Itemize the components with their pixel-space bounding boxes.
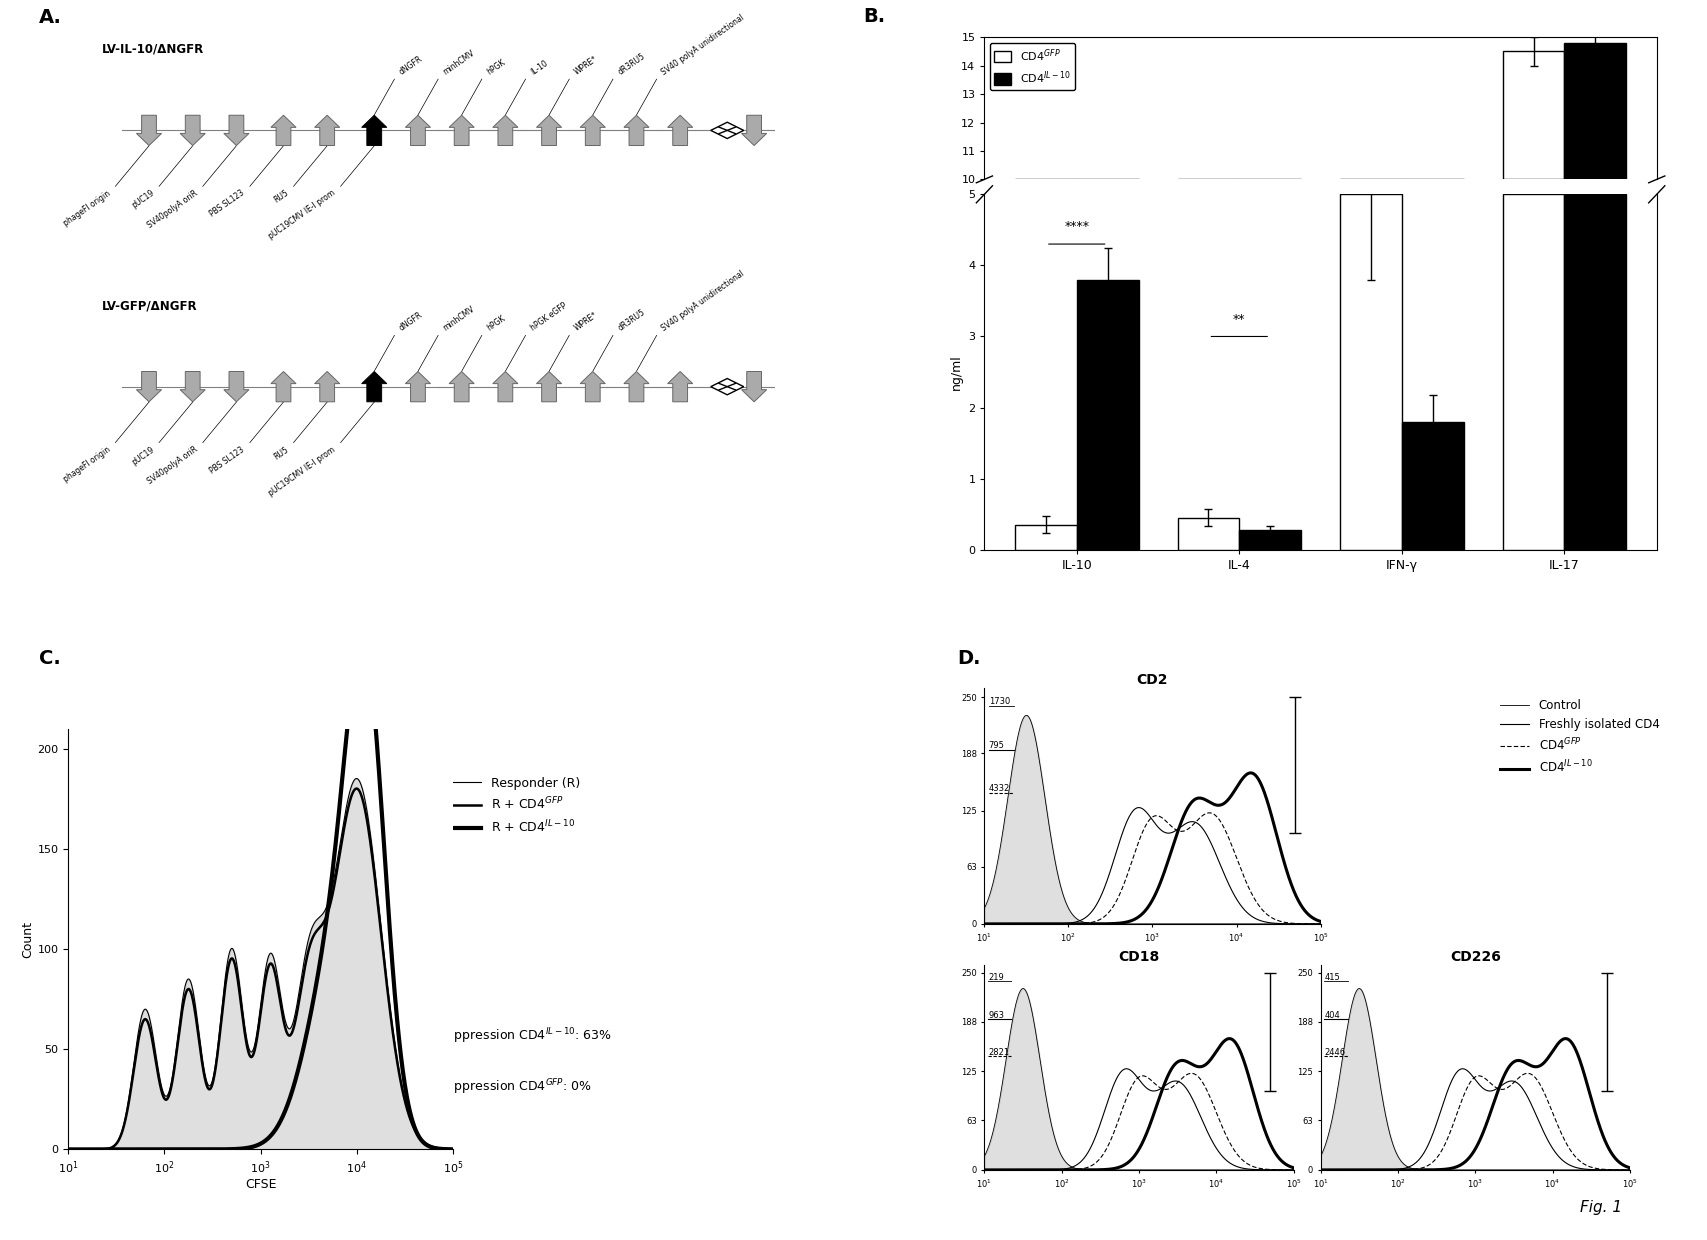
Bar xyxy=(1502,51,1564,180)
Polygon shape xyxy=(314,115,340,145)
Text: PBS SL123: PBS SL123 xyxy=(208,445,246,475)
Text: B.: B. xyxy=(862,7,884,26)
Text: hPGK eGFP: hPGK eGFP xyxy=(529,301,568,334)
Legend: Responder (R), R + CD4$^{GFP}$, R + CD4$^{IL-10}$: Responder (R), R + CD4$^{GFP}$, R + CD4$… xyxy=(444,771,584,841)
Text: **: ** xyxy=(1232,312,1244,326)
Text: A.: A. xyxy=(39,7,61,27)
Title: CD18: CD18 xyxy=(1118,950,1159,963)
Text: SV40 polyA unidirectional: SV40 polyA unidirectional xyxy=(659,269,746,334)
Text: dR3RU5: dR3RU5 xyxy=(616,308,647,334)
Text: pUC19CMV IE-I prom: pUC19CMV IE-I prom xyxy=(266,188,336,242)
Text: SV40polyA oriR: SV40polyA oriR xyxy=(145,188,200,229)
Polygon shape xyxy=(536,115,562,145)
Text: Suppression CD4$^{GFP}$: 0%: Suppression CD4$^{GFP}$: 0% xyxy=(439,1078,592,1097)
Text: pUC19CMV IE-I prom: pUC19CMV IE-I prom xyxy=(266,445,336,497)
Polygon shape xyxy=(623,372,649,402)
Text: 404: 404 xyxy=(1323,1011,1340,1019)
Polygon shape xyxy=(741,115,766,145)
Polygon shape xyxy=(405,372,430,402)
Bar xyxy=(1014,525,1075,549)
Legend: Control, Freshly isolated CD4, CD4$^{GFP}$, CD4$^{IL-10}$: Control, Freshly isolated CD4, CD4$^{GFP… xyxy=(1494,694,1663,780)
Text: WPRE*: WPRE* xyxy=(572,55,599,77)
Text: 2446: 2446 xyxy=(1323,1049,1345,1058)
Text: hPGK: hPGK xyxy=(485,58,507,77)
Text: dNGFR: dNGFR xyxy=(398,311,425,334)
Polygon shape xyxy=(137,115,162,145)
Text: minhCMV: minhCMV xyxy=(440,305,476,334)
Y-axis label: ng/ml: ng/ml xyxy=(949,355,963,389)
Polygon shape xyxy=(179,372,205,402)
Title: CD2: CD2 xyxy=(1137,673,1168,687)
Text: Fig. 1: Fig. 1 xyxy=(1579,1200,1622,1215)
X-axis label: CFSE: CFSE xyxy=(244,1178,277,1192)
Polygon shape xyxy=(667,372,693,402)
Bar xyxy=(1075,279,1139,549)
Text: 1730: 1730 xyxy=(988,697,1009,707)
Polygon shape xyxy=(224,115,249,145)
Polygon shape xyxy=(179,115,205,145)
Polygon shape xyxy=(623,115,649,145)
Text: 4332: 4332 xyxy=(988,784,1009,794)
Bar xyxy=(1340,195,1401,549)
Text: WPRE*: WPRE* xyxy=(572,311,599,334)
Text: pUC19: pUC19 xyxy=(130,188,155,211)
Text: phageFl origin: phageFl origin xyxy=(61,445,113,484)
Polygon shape xyxy=(710,378,743,394)
Text: 2821: 2821 xyxy=(988,1049,1009,1058)
Polygon shape xyxy=(667,115,693,145)
Text: IL-10: IL-10 xyxy=(529,58,550,77)
Polygon shape xyxy=(493,372,517,402)
Text: PBS SL123: PBS SL123 xyxy=(208,188,246,219)
Text: pUC19: pUC19 xyxy=(130,445,155,466)
Bar xyxy=(1239,529,1301,549)
Bar xyxy=(1176,518,1239,549)
Text: phageFl origin: phageFl origin xyxy=(61,188,113,228)
Text: dR3RU5: dR3RU5 xyxy=(616,52,647,77)
Polygon shape xyxy=(362,115,386,145)
Text: minhCMV: minhCMV xyxy=(440,48,476,77)
Text: dNGFR: dNGFR xyxy=(398,55,425,77)
Polygon shape xyxy=(493,115,517,145)
Polygon shape xyxy=(449,372,475,402)
Bar xyxy=(1502,195,1564,549)
Polygon shape xyxy=(224,372,249,402)
Polygon shape xyxy=(271,115,295,145)
Text: 963: 963 xyxy=(988,1011,1004,1019)
Bar xyxy=(1564,43,1625,180)
Text: D.: D. xyxy=(958,649,980,667)
Text: SV40polyA oriR: SV40polyA oriR xyxy=(145,445,200,486)
Text: LV-IL-10/ΔNGFR: LV-IL-10/ΔNGFR xyxy=(102,43,205,56)
Text: 795: 795 xyxy=(988,740,1004,750)
Text: LV-GFP/ΔNGFR: LV-GFP/ΔNGFR xyxy=(102,299,198,312)
Text: hPGK: hPGK xyxy=(485,314,507,334)
Legend: CD4$^{GFP}$, CD4$^{IL-10}$: CD4$^{GFP}$, CD4$^{IL-10}$ xyxy=(990,42,1075,91)
Text: C.: C. xyxy=(39,649,60,667)
Polygon shape xyxy=(405,115,430,145)
Text: 219: 219 xyxy=(988,972,1004,982)
Bar xyxy=(1401,422,1463,549)
Polygon shape xyxy=(710,123,743,139)
Text: SV40 polyA unidirectional: SV40 polyA unidirectional xyxy=(659,12,746,77)
Polygon shape xyxy=(362,372,386,402)
Title: CD226: CD226 xyxy=(1449,950,1500,963)
Polygon shape xyxy=(271,372,295,402)
Text: ****: **** xyxy=(1063,221,1089,233)
Text: RU5: RU5 xyxy=(271,445,290,461)
Polygon shape xyxy=(314,372,340,402)
Text: Suppression CD4$^{IL-10}$: 63%: Suppression CD4$^{IL-10}$: 63% xyxy=(439,1027,611,1047)
Text: 415: 415 xyxy=(1323,972,1340,982)
Bar xyxy=(1564,195,1625,549)
Y-axis label: Count: Count xyxy=(22,921,34,957)
Polygon shape xyxy=(741,372,766,402)
Polygon shape xyxy=(580,115,604,145)
Polygon shape xyxy=(580,372,604,402)
Polygon shape xyxy=(137,372,162,402)
Polygon shape xyxy=(449,115,475,145)
Polygon shape xyxy=(536,372,562,402)
Text: RU5: RU5 xyxy=(271,188,290,205)
